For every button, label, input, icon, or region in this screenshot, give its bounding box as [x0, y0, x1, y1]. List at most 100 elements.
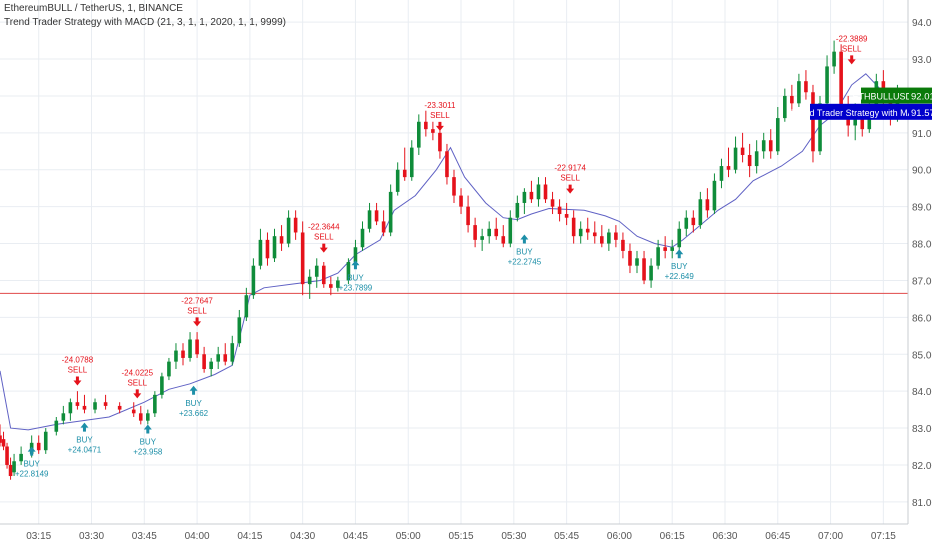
candle-down — [811, 84, 815, 163]
candle-body — [353, 247, 358, 262]
candle-body — [131, 409, 136, 414]
candle-body — [635, 258, 639, 266]
candle-up — [61, 405, 66, 425]
candle-down — [726, 147, 731, 178]
candle-up — [684, 210, 689, 237]
sell-label: SELL — [68, 365, 88, 374]
time-tick-label: 07:15 — [871, 531, 896, 542]
candle-down — [557, 199, 562, 222]
candle-up — [670, 239, 675, 259]
candle-body — [244, 295, 249, 318]
strategy-value-box — [909, 103, 932, 120]
candle-down — [402, 147, 407, 181]
candle-down — [103, 394, 108, 410]
candle-body — [571, 217, 576, 237]
candle-up — [515, 195, 520, 222]
candle-body — [853, 114, 858, 126]
time-tick-label: 05:45 — [554, 531, 579, 542]
candle-down — [550, 191, 555, 215]
time-tick-label: 04:45 — [343, 531, 368, 542]
candle-down — [300, 221, 305, 296]
buy-signal: BUY+22.8149 — [15, 446, 49, 479]
candle-up — [209, 357, 213, 377]
candle-down — [8, 457, 13, 480]
candle-body — [607, 232, 611, 244]
candle-down — [621, 232, 625, 259]
candle-body — [677, 228, 682, 248]
price-tick-label: 84.00 — [912, 387, 932, 398]
candle-down — [265, 232, 270, 266]
candle-body — [768, 140, 773, 152]
candle-body — [642, 258, 646, 281]
candle-down — [381, 210, 386, 237]
candle-body — [860, 114, 865, 130]
candle-up — [146, 409, 150, 425]
sell-profit-label: -22.3644 — [308, 223, 340, 232]
candle-body — [336, 280, 340, 288]
candle-body — [216, 354, 221, 362]
buy-label: BUY — [516, 247, 533, 256]
candle-down — [374, 202, 379, 226]
candle-body — [381, 221, 386, 233]
candle-down — [642, 250, 646, 285]
candle-up — [775, 107, 780, 155]
candle-down — [804, 70, 808, 100]
buy-arrow-icon — [27, 446, 36, 456]
candle-body — [614, 232, 618, 240]
buy-signal: BUY+22.649 — [665, 249, 695, 281]
sell-label: SELL — [560, 174, 580, 183]
candle-body — [578, 228, 583, 237]
buy-signal: BUY+24.0471 — [68, 422, 102, 455]
candle-body — [367, 210, 372, 229]
candle-body — [550, 199, 555, 207]
candle-body — [258, 239, 263, 266]
candle-up — [258, 228, 263, 270]
candle-body — [188, 339, 192, 358]
candle-body — [747, 154, 752, 167]
time-axis: 03:15 03:30 03:45 04:00 04:15 04:30 04:45 05:00… — [0, 523, 908, 542]
candle-body — [202, 354, 206, 370]
symbol-title[interactable]: EthereumBULL / TetherUS, 1, BINANCE — [4, 3, 183, 14]
candle-body — [167, 361, 171, 377]
candle-body — [160, 376, 164, 395]
sell-profit-label: -24.0788 — [62, 355, 94, 364]
buy-profit-label: +22.649 — [665, 272, 695, 281]
candle-body — [438, 132, 442, 152]
candle-up — [19, 446, 23, 465]
candle-body — [733, 147, 738, 170]
candle-body — [487, 228, 491, 237]
candle-up — [797, 73, 801, 108]
candle-body — [656, 247, 660, 266]
sell-label: SELL — [127, 378, 147, 387]
price-tick-label: 85.00 — [912, 350, 932, 361]
candle-body — [761, 140, 766, 152]
candle-up — [656, 239, 660, 270]
candle-down — [1, 431, 6, 451]
candle-body — [223, 354, 228, 362]
strategy-title[interactable]: Trend Trader Strategy with MACD (21, 3, … — [4, 17, 286, 28]
sell-profit-label: -24.0225 — [121, 368, 153, 377]
buy-arrow-icon — [80, 422, 89, 432]
time-tick-label: 07:00 — [818, 531, 843, 542]
candle-body — [459, 195, 463, 207]
trade-signals: BUY+22.8149SELL-24.0788BUY+24.0471SELL-2… — [15, 34, 868, 478]
candle-body — [138, 413, 143, 421]
candle-body — [832, 51, 836, 67]
candle-down — [501, 225, 506, 248]
time-tick-label: 03:45 — [132, 531, 157, 542]
candle-body — [43, 431, 48, 451]
candle-body — [790, 95, 794, 104]
grid-lines — [0, 0, 908, 524]
time-tick-label: 06:30 — [712, 531, 737, 542]
candle-body — [797, 81, 801, 104]
trend-line-path — [0, 73, 902, 431]
buy-label: BUY — [140, 438, 157, 447]
sell-signal: SELL-23.3011 — [424, 101, 456, 131]
candle-down — [564, 202, 569, 226]
price-tick-label: 88.00 — [912, 240, 932, 251]
sell-label: SELL — [430, 111, 450, 120]
sell-profit-label: -23.3011 — [424, 101, 456, 110]
candle-body — [195, 339, 199, 355]
candle-body — [1, 439, 6, 447]
